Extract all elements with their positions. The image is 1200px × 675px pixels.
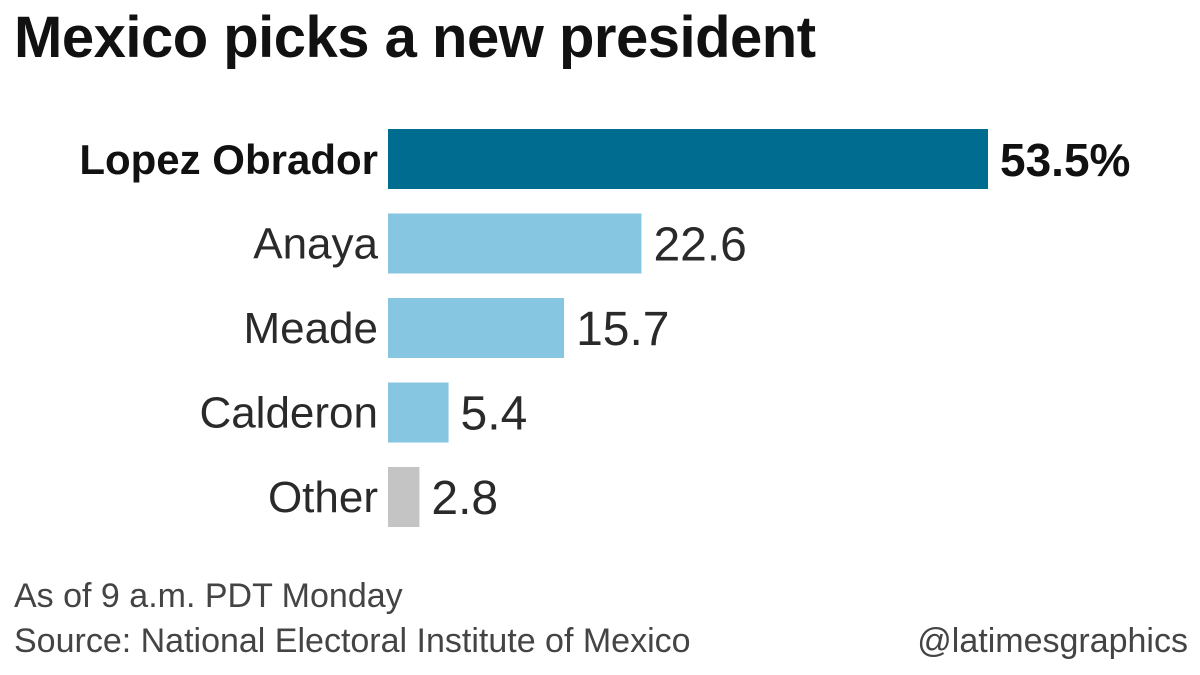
chart-title: Mexico picks a new president [14,5,816,70]
source-note: Source: National Electoral Institute of … [14,622,691,660]
credit-label: @latimesgraphics [917,622,1188,660]
category-label-other: Other [268,473,378,522]
bar-chart: Lopez Obrador 53.5% Anaya 22.6 Meade 15.7 Cald… [79,129,1130,527]
bar-meade [388,298,565,358]
value-label-meade: 15.7 [576,303,669,356]
category-label-lopez-obrador: Lopez Obrador [79,136,378,183]
bar-anaya [388,213,642,274]
bar-lopez-obrador [388,129,988,189]
category-label-calderon: Calderon [199,389,378,438]
value-label-calderon: 5.4 [461,388,528,441]
bar-other [388,467,420,527]
value-label-lopez-obrador: 53.5% [1000,134,1130,186]
timestamp-note: As of 9 a.m. PDT Monday [14,577,403,615]
category-label-anaya: Anaya [253,220,378,269]
value-label-anaya: 22.6 [653,219,746,272]
category-label-meade: Meade [243,304,378,353]
value-label-other: 2.8 [431,472,498,525]
bar-calderon [388,382,449,443]
